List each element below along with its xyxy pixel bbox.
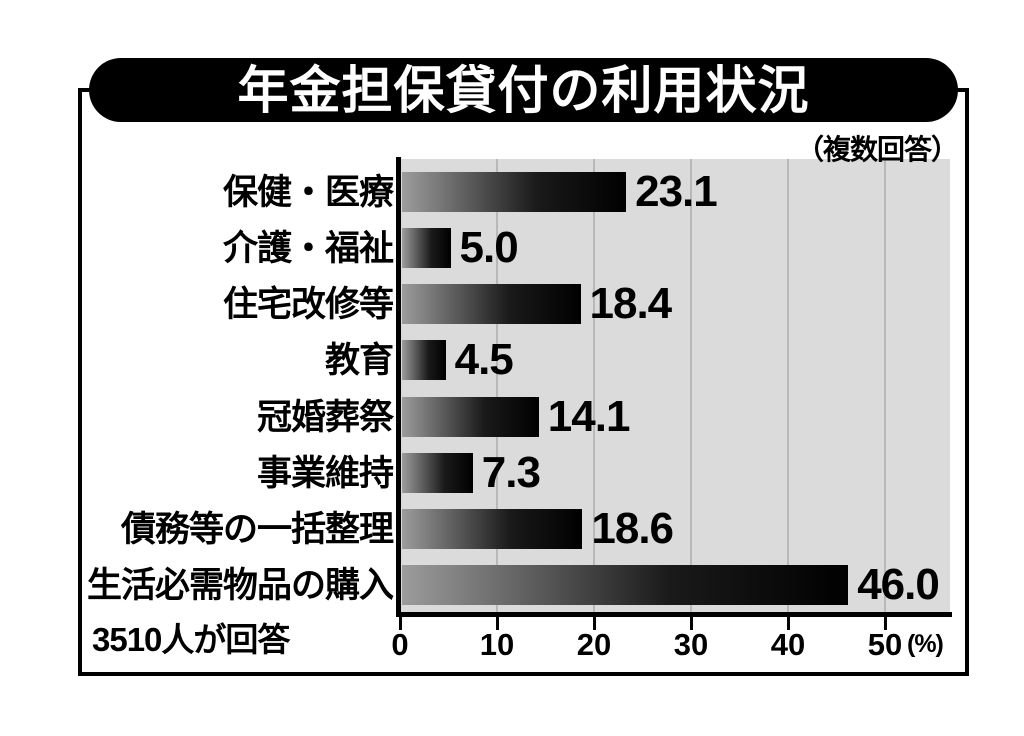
axis-tick (787, 617, 790, 630)
category-label: 事業維持 (256, 453, 394, 493)
axis-tick-label: 10 (479, 627, 515, 662)
axis-tick-label: 20 (576, 627, 612, 662)
bar (402, 340, 446, 380)
axis-tick (399, 617, 402, 630)
bar-value-label: 14.1 (547, 392, 631, 441)
grid-line (496, 159, 498, 612)
bar-value-label: 7.3 (481, 448, 541, 497)
chart-title: 年金担保貸付の利用状況 (237, 61, 810, 119)
axis-tick (593, 617, 596, 630)
bar (402, 453, 473, 493)
bar (402, 172, 627, 212)
category-labels: 保健・医療介護・福祉住宅改修等教育冠婚葬祭事業維持債務等の一括整理生活必需物品の… (78, 159, 394, 612)
x-axis-line (396, 612, 952, 617)
axis-tick (690, 617, 693, 630)
axis-tick (884, 617, 887, 630)
grid-line (593, 159, 595, 612)
bar (402, 397, 539, 437)
category-label: 住宅改修等 (222, 284, 394, 324)
category-label: 介護・福祉 (222, 228, 394, 268)
y-axis-line (396, 157, 401, 617)
axis-tick-label: 50 (867, 627, 903, 662)
axis-tick (496, 617, 499, 630)
bar-value-label: 4.5 (454, 335, 514, 384)
axis-tick-label: 40 (770, 627, 806, 662)
percent-unit-label: (%) (907, 630, 944, 658)
bar-value-label: 18.4 (589, 279, 673, 328)
grid-line (787, 159, 789, 612)
multiple-answers-note: （複数回答） (795, 134, 959, 165)
bar (402, 565, 849, 605)
category-label: 冠婚葬祭 (256, 397, 394, 437)
category-label: 保健・医療 (222, 172, 394, 212)
bar-value-label: 23.1 (635, 167, 718, 216)
bar-value-label: 18.6 (591, 504, 674, 553)
grid-line (884, 159, 886, 612)
category-label: 教育 (324, 340, 394, 380)
chart-title-pill: 年金担保貸付の利用状況 (89, 58, 958, 122)
axis-ticks (399, 617, 956, 631)
bar (402, 228, 451, 268)
category-label: 債務等の一括整理 (120, 509, 394, 549)
respondents-note: 3510人が回答 (92, 621, 290, 658)
category-label: 生活必需物品の購入 (86, 565, 394, 605)
bar (402, 284, 581, 324)
bar-value-label: 5.0 (459, 223, 519, 272)
plot-area: 23.1 5.0 18.4 4.5 14.1 7.3 18.6 46.0 (400, 159, 950, 612)
grid-line (690, 159, 692, 612)
axis-tick-label: 30 (673, 627, 709, 662)
axis-tick-label: 0 (391, 627, 409, 662)
bar (402, 509, 583, 549)
axis-tick-labels: 0 10 20 30 40 50 (%) (391, 627, 1000, 668)
bar-value-label: 46.0 (857, 560, 940, 609)
